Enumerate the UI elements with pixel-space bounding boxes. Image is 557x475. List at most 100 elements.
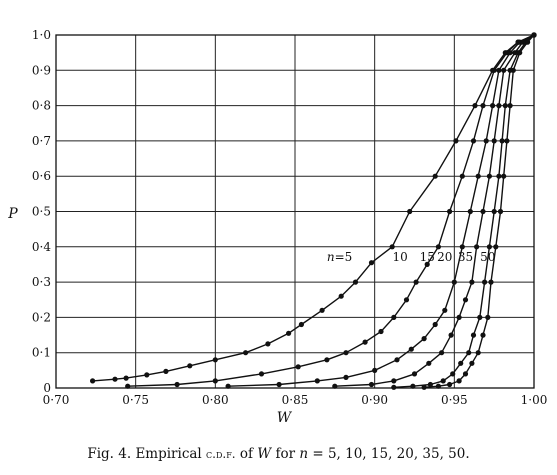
data-point — [378, 328, 384, 335]
data-point — [314, 378, 320, 384]
data-point — [451, 279, 457, 285]
series-label: n=5 — [327, 250, 352, 264]
caption-var: W — [257, 446, 272, 462]
data-point — [352, 279, 359, 285]
data-point — [496, 67, 502, 73]
y-tick-label: 0·3 — [32, 275, 51, 289]
data-point — [472, 103, 478, 109]
data-point — [482, 279, 488, 285]
data-point — [469, 360, 475, 366]
data-point — [408, 346, 414, 352]
data-point — [474, 244, 480, 250]
data-point — [410, 383, 416, 389]
data-point — [368, 381, 375, 388]
y-axis-ticks: 0 0·1 0·2 0·3 0·4 0·5 0·6 0·7 0·8 0·9 1·0 — [32, 28, 51, 395]
data-point — [475, 350, 481, 356]
data-point — [394, 357, 400, 363]
series-line — [228, 34, 535, 387]
y-tick-label: 1·0 — [32, 28, 51, 42]
data-point — [496, 173, 502, 179]
y-tick-label: 0·8 — [32, 99, 51, 113]
data-point — [90, 378, 96, 384]
caption-n: n — [299, 446, 309, 462]
data-point — [435, 244, 441, 250]
series-label: 50 — [480, 250, 495, 264]
data-point — [276, 381, 282, 388]
data-point — [483, 138, 489, 144]
data-point — [391, 314, 397, 320]
data-point — [295, 364, 301, 370]
series-points — [90, 32, 537, 390]
data-point — [470, 138, 477, 144]
x-tick-label: 0·80 — [202, 393, 229, 407]
data-point — [501, 67, 507, 73]
data-point — [424, 261, 430, 267]
caption-rest: = 5, 10, 15, 20, 35, 50. — [308, 446, 470, 462]
data-point — [491, 138, 497, 144]
data-point — [421, 384, 427, 390]
data-point — [338, 293, 344, 299]
data-point — [480, 103, 486, 109]
data-point — [435, 383, 441, 389]
data-point — [368, 260, 375, 266]
data-point — [510, 67, 516, 73]
x-axis-ticks: 0·70 0·75 0·80 0·85 0·90 0·95 1·00 — [43, 393, 548, 407]
series-line — [127, 34, 535, 387]
series-line — [334, 34, 535, 387]
data-point — [490, 103, 496, 109]
data-point — [343, 374, 349, 380]
data-point — [439, 350, 445, 356]
caption-of: of — [235, 446, 258, 462]
series-label: 20 — [437, 250, 452, 264]
data-point — [332, 383, 338, 389]
data-point — [243, 350, 249, 356]
data-point — [448, 332, 454, 338]
data-point — [491, 208, 497, 215]
data-point — [212, 357, 218, 363]
data-point — [391, 384, 397, 390]
plot-frame — [55, 34, 535, 389]
data-point — [488, 279, 494, 285]
x-tick-label: 0·70 — [43, 393, 70, 407]
caption-cdf: c.d.f. — [206, 447, 236, 461]
data-point — [475, 173, 481, 179]
data-point — [456, 314, 462, 320]
y-axis-label: P — [7, 206, 18, 222]
series-labels: n=5 10 15 20 35 50 — [327, 250, 496, 264]
data-point — [453, 138, 459, 144]
x-tick-label: 1·00 — [521, 393, 548, 407]
y-tick-label: 0 — [43, 381, 51, 395]
data-point — [456, 378, 462, 384]
y-tick-label: 0·2 — [32, 310, 51, 324]
data-point — [470, 332, 477, 338]
data-point — [174, 381, 180, 388]
y-tick-label: 0·6 — [32, 169, 51, 183]
data-point — [258, 371, 265, 377]
data-point — [486, 173, 492, 179]
series-label: 35 — [458, 250, 473, 264]
data-point — [298, 321, 304, 328]
data-point — [391, 378, 397, 384]
data-point — [144, 372, 150, 378]
data-point — [525, 39, 531, 45]
data-point — [507, 50, 513, 56]
data-point — [447, 381, 453, 388]
data-point — [480, 332, 486, 338]
data-point — [459, 173, 465, 179]
data-point — [440, 378, 446, 384]
data-point — [427, 381, 433, 388]
x-tick-label: 0·75 — [122, 393, 149, 407]
y-tick-label: 0·1 — [32, 346, 51, 360]
data-point — [123, 375, 129, 381]
x-tick-label: 0·95 — [441, 393, 468, 407]
data-point — [502, 103, 508, 109]
data-point — [442, 307, 448, 313]
data-point — [531, 32, 537, 38]
data-point — [426, 360, 432, 366]
data-point — [517, 50, 523, 56]
data-point — [163, 368, 169, 374]
data-point — [447, 208, 453, 215]
data-point — [462, 297, 469, 303]
data-point — [467, 208, 473, 215]
data-point — [497, 208, 504, 215]
